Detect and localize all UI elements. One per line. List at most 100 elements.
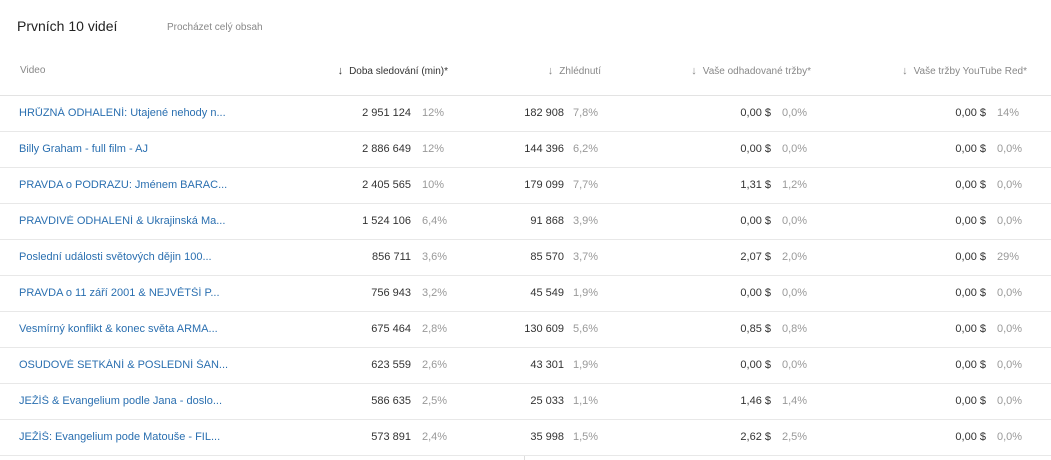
revenue-value: 0,00 $ bbox=[740, 143, 771, 155]
red-revenue-percent: 14% bbox=[997, 107, 1020, 119]
revenue-value: 0,85 $ bbox=[740, 323, 771, 335]
watch-time-value: 2 951 124 bbox=[362, 107, 411, 119]
views-percent: 1,1% bbox=[573, 395, 599, 407]
red-revenue-percent: 0,0% bbox=[997, 215, 1023, 227]
red-revenue-value: 0,00 $ bbox=[955, 287, 986, 299]
watch-time-value: 623 559 bbox=[371, 359, 411, 371]
red-revenue-value: 0,00 $ bbox=[955, 395, 986, 407]
red-revenue-percent: 29% bbox=[997, 251, 1020, 263]
column-header-watch-time[interactable]: ↓ Doba sledování (min)* bbox=[338, 65, 448, 77]
table-row[interactable]: JEŽÍŠ: Evangelium pode Matouše - FIL... 5… bbox=[0, 420, 1051, 456]
video-title-link[interactable]: Vesmírný konflikt & konec světa ARMA... bbox=[19, 323, 218, 335]
video-title-link[interactable]: PRAVDIVÉ ODHALENÍ & Ukrajinská Ma... bbox=[19, 215, 226, 227]
views-value: 43 301 bbox=[530, 359, 564, 371]
revenue-percent: 2,0% bbox=[782, 251, 808, 263]
views-value: 35 998 bbox=[530, 431, 564, 443]
column-header-estimated-revenue[interactable]: ↓ Vaše odhadované tržby* bbox=[691, 65, 811, 77]
sort-arrow-down-icon: ↓ bbox=[902, 65, 908, 77]
watch-time-value: 1 524 106 bbox=[362, 215, 411, 227]
table-row[interactable]: HRŮZNÁ ODHALENÍ: Utajené nehody n... 2 95… bbox=[0, 96, 1051, 132]
revenue-value: 0,00 $ bbox=[740, 287, 771, 299]
video-title-link[interactable]: JEŽÍŠ: Evangelium pode Matouše - FIL... bbox=[19, 431, 221, 443]
views-percent: 3,9% bbox=[573, 215, 599, 227]
views-percent: 5,6% bbox=[573, 323, 599, 335]
red-revenue-value: 0,00 $ bbox=[955, 215, 986, 227]
revenue-percent: 0,0% bbox=[782, 143, 808, 155]
revenue-percent: 1,4% bbox=[782, 395, 808, 407]
red-revenue-percent: 0,0% bbox=[997, 395, 1023, 407]
views-value: 45 549 bbox=[530, 287, 564, 299]
watch-time-percent: 6,4% bbox=[422, 215, 448, 227]
column-header-label: Vaše tržby YouTube Red* bbox=[913, 66, 1027, 77]
watch-time-value: 2 886 649 bbox=[362, 143, 411, 155]
revenue-percent: 0,8% bbox=[782, 323, 808, 335]
column-header-youtube-red-revenue[interactable]: ↓ Vaše tržby YouTube Red* bbox=[902, 65, 1027, 77]
table-row[interactable]: OSUDOVÉ SETKÁNÍ & POSLEDNÍ ŠAN... 623 559… bbox=[0, 348, 1051, 384]
watch-time-percent: 12% bbox=[422, 107, 445, 119]
watch-time-percent: 3,2% bbox=[422, 287, 448, 299]
views-percent: 1,5% bbox=[573, 431, 599, 443]
column-header-label: Doba sledování (min)* bbox=[349, 66, 448, 77]
column-header-video[interactable]: Video bbox=[20, 65, 46, 76]
column-header-label: Vaše odhadované tržby* bbox=[702, 66, 811, 77]
views-value: 130 609 bbox=[524, 323, 564, 335]
table-header: Video ↓ Doba sledování (min)* ↓ Zhlédnutí … bbox=[0, 50, 1051, 96]
table-row[interactable]: Vesmírný konflikt & konec světa ARMA... 6… bbox=[0, 312, 1051, 348]
revenue-value: 0,00 $ bbox=[740, 107, 771, 119]
red-revenue-value: 0,00 $ bbox=[955, 179, 986, 191]
red-revenue-value: 0,00 $ bbox=[955, 323, 986, 335]
card-title: Prvních 10 videí bbox=[17, 18, 118, 34]
red-revenue-percent: 0,0% bbox=[997, 179, 1023, 191]
watch-time-value: 586 635 bbox=[371, 395, 411, 407]
table-row[interactable]: PRAVDA o 11 září 2001 & NEJVĚTŠÍ P... 756… bbox=[0, 276, 1051, 312]
card-header: Prvních 10 videí Procházet celý obsah bbox=[0, 0, 1051, 50]
table-row[interactable]: PRAVDIVÉ ODHALENÍ & Ukrajinská Ma... 1 52… bbox=[0, 204, 1051, 240]
views-percent: 6,2% bbox=[573, 143, 599, 155]
column-header-views[interactable]: ↓ Zhlédnutí bbox=[548, 65, 601, 77]
watch-time-percent: 2,4% bbox=[422, 431, 448, 443]
watch-time-percent: 2,6% bbox=[422, 359, 448, 371]
video-title-link[interactable]: JEŽÍŠ & Evangelium podle Jana - doslo... bbox=[19, 395, 222, 407]
red-revenue-value: 0,00 $ bbox=[955, 107, 986, 119]
revenue-percent: 2,5% bbox=[782, 431, 808, 443]
views-percent: 1,9% bbox=[573, 359, 599, 371]
watch-time-percent: 10% bbox=[422, 179, 445, 191]
revenue-value: 2,62 $ bbox=[740, 431, 771, 443]
revenue-percent: 1,2% bbox=[782, 179, 808, 191]
revenue-value: 1,31 $ bbox=[740, 179, 771, 191]
revenue-percent: 0,0% bbox=[782, 107, 808, 119]
red-revenue-percent: 0,0% bbox=[997, 287, 1023, 299]
table-body: HRŮZNÁ ODHALENÍ: Utajené nehody n... 2 95… bbox=[0, 96, 1051, 456]
watch-time-percent: 2,5% bbox=[422, 395, 448, 407]
views-percent: 1,9% bbox=[573, 287, 599, 299]
red-revenue-percent: 0,0% bbox=[997, 431, 1023, 443]
red-revenue-value: 0,00 $ bbox=[955, 143, 986, 155]
watch-time-percent: 3,6% bbox=[422, 251, 448, 263]
browse-all-content-link[interactable]: Procházet celý obsah bbox=[167, 22, 263, 33]
revenue-value: 0,00 $ bbox=[740, 215, 771, 227]
table-row[interactable]: Poslední události světových dějin 100...… bbox=[0, 240, 1051, 276]
watch-time-value: 573 891 bbox=[371, 431, 411, 443]
red-revenue-percent: 0,0% bbox=[997, 359, 1023, 371]
revenue-value: 0,00 $ bbox=[740, 359, 771, 371]
video-title-link[interactable]: PRAVDA o PODRAZU: Jménem BARAC... bbox=[19, 179, 228, 191]
views-percent: 3,7% bbox=[573, 251, 599, 263]
watch-time-value: 675 464 bbox=[371, 323, 411, 335]
revenue-percent: 0,0% bbox=[782, 359, 808, 371]
video-title-link[interactable]: Poslední události světových dějin 100... bbox=[19, 251, 212, 263]
revenue-percent: 0,0% bbox=[782, 215, 808, 227]
red-revenue-percent: 0,0% bbox=[997, 323, 1023, 335]
red-revenue-value: 0,00 $ bbox=[955, 431, 986, 443]
table-row[interactable]: JEŽÍŠ & Evangelium podle Jana - doslo...… bbox=[0, 384, 1051, 420]
revenue-value: 1,46 $ bbox=[740, 395, 771, 407]
red-revenue-percent: 0,0% bbox=[997, 143, 1023, 155]
table-row[interactable]: Billy Graham - full film - AJ 2 886 649 12… bbox=[0, 132, 1051, 168]
table-row[interactable]: PRAVDA o PODRAZU: Jménem BARAC... 2 405 5… bbox=[0, 168, 1051, 204]
video-title-link[interactable]: PRAVDA o 11 září 2001 & NEJVĚTŠÍ P... bbox=[19, 287, 220, 299]
views-value: 144 396 bbox=[524, 143, 564, 155]
views-value: 85 570 bbox=[530, 251, 564, 263]
video-title-link[interactable]: HRŮZNÁ ODHALENÍ: Utajené nehody n... bbox=[19, 107, 226, 119]
sort-arrow-down-icon: ↓ bbox=[547, 65, 554, 77]
video-title-link[interactable]: Billy Graham - full film - AJ bbox=[19, 143, 148, 155]
video-title-link[interactable]: OSUDOVÉ SETKÁNÍ & POSLEDNÍ ŠAN... bbox=[19, 359, 229, 371]
